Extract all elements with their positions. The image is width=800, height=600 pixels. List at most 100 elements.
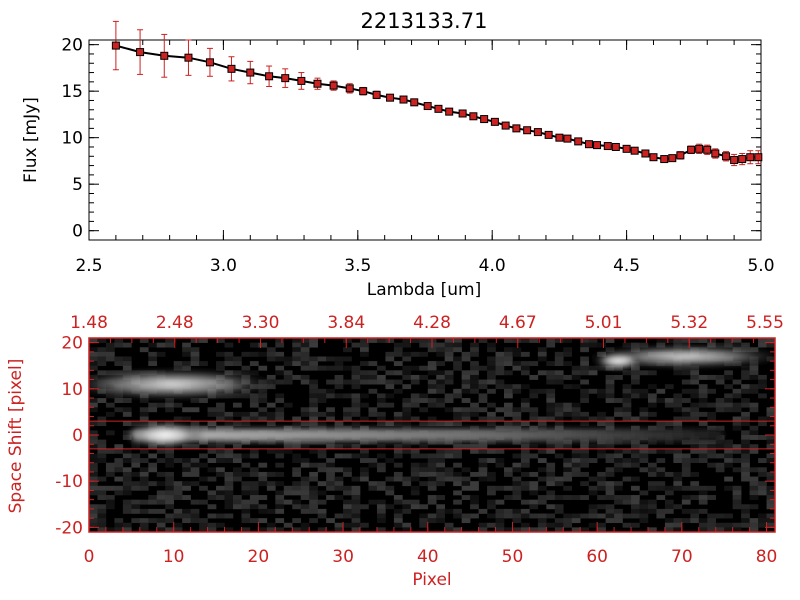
image-pixel bbox=[376, 527, 386, 532]
image-pixel bbox=[495, 508, 505, 514]
image-pixel bbox=[622, 513, 632, 519]
image-pixel bbox=[512, 467, 522, 473]
image-pixel bbox=[681, 499, 691, 505]
image-pixel bbox=[605, 374, 615, 380]
image-pixel bbox=[495, 407, 505, 413]
image-pixel bbox=[707, 374, 717, 380]
image-pixel bbox=[173, 495, 183, 500]
image-pixel bbox=[520, 458, 530, 464]
image-pixel bbox=[343, 453, 352, 459]
image-pixel bbox=[647, 471, 657, 477]
image-pixel bbox=[554, 379, 564, 385]
image-pixel bbox=[351, 444, 361, 450]
image-pixel bbox=[393, 379, 403, 385]
image-pixel bbox=[190, 347, 200, 353]
image-pixel bbox=[664, 448, 674, 454]
image-pixel bbox=[707, 462, 717, 468]
image-pixel bbox=[571, 495, 581, 500]
image-pixel bbox=[249, 411, 259, 417]
image-pixel bbox=[520, 499, 530, 505]
image-pixel bbox=[605, 425, 615, 431]
image-pixel bbox=[360, 374, 369, 380]
image-pixel bbox=[647, 398, 657, 403]
image-pixel bbox=[97, 508, 107, 514]
image-pixel bbox=[512, 439, 522, 445]
image-pixel bbox=[232, 439, 242, 445]
image-pixel bbox=[715, 379, 725, 385]
image-pixel bbox=[605, 388, 615, 394]
image-pixel bbox=[444, 421, 454, 427]
image-pixel bbox=[453, 508, 462, 514]
image-pixel bbox=[216, 361, 225, 367]
image-pixel bbox=[148, 402, 158, 408]
image-pixel bbox=[241, 411, 251, 417]
image-pixel bbox=[546, 481, 556, 487]
image-pixel bbox=[266, 402, 276, 408]
image-pixel bbox=[614, 499, 623, 505]
image-pixel bbox=[385, 356, 395, 362]
image-pixel bbox=[537, 476, 547, 482]
data-point bbox=[184, 53, 193, 62]
image-pixel bbox=[266, 416, 276, 422]
image-pixel bbox=[410, 338, 420, 343]
image-pixel bbox=[681, 411, 691, 417]
image-pixel bbox=[309, 338, 318, 343]
image-pixel bbox=[419, 393, 429, 399]
image-pixel bbox=[495, 365, 505, 371]
image-pixel bbox=[376, 453, 386, 459]
image-pixel bbox=[385, 476, 395, 482]
image-pixel bbox=[326, 393, 335, 399]
image-pixel bbox=[249, 351, 259, 357]
image-pixel bbox=[148, 467, 158, 473]
image-pixel bbox=[453, 513, 462, 519]
image-pixel bbox=[741, 411, 750, 417]
data-point bbox=[544, 130, 553, 139]
image-pixel bbox=[478, 522, 488, 528]
image-pixel bbox=[165, 527, 174, 532]
image-pixel bbox=[300, 374, 310, 380]
image-pixel bbox=[402, 476, 412, 482]
image-pixel bbox=[487, 504, 496, 510]
image-pixel bbox=[436, 370, 445, 376]
image-pixel bbox=[571, 416, 581, 422]
image-pixel bbox=[724, 338, 733, 343]
y-tick-label: 20 bbox=[61, 334, 83, 354]
image-pixel bbox=[334, 481, 344, 487]
image-pixel bbox=[224, 439, 234, 445]
image-pixel bbox=[664, 499, 674, 505]
image-pixel bbox=[639, 407, 649, 413]
image-pixel bbox=[444, 407, 454, 413]
image-pixel bbox=[232, 421, 242, 427]
data-point bbox=[410, 98, 419, 107]
image-pixel bbox=[317, 462, 327, 468]
image-pixel bbox=[224, 453, 234, 459]
image-pixel bbox=[114, 398, 124, 403]
image-pixel bbox=[605, 393, 615, 399]
image-pixel bbox=[427, 499, 437, 505]
image-pixel bbox=[690, 379, 700, 385]
image-pixel bbox=[529, 388, 539, 394]
image-pixel bbox=[89, 435, 98, 440]
image-pixel bbox=[216, 351, 225, 357]
image-pixel bbox=[156, 448, 166, 454]
image-pixel bbox=[631, 425, 640, 431]
image-pixel bbox=[766, 485, 775, 491]
image-pixel bbox=[520, 444, 530, 450]
image-pixel bbox=[546, 462, 556, 468]
data-point bbox=[136, 48, 145, 57]
image-pixel bbox=[554, 411, 564, 417]
image-pixel bbox=[614, 467, 623, 473]
image-pixel bbox=[529, 504, 539, 510]
image-pixel bbox=[258, 462, 268, 468]
image-pixel bbox=[326, 495, 335, 500]
image-pixel bbox=[563, 374, 573, 380]
image-pixel bbox=[148, 481, 158, 487]
image-pixel bbox=[427, 384, 437, 390]
image-pixel bbox=[732, 527, 742, 532]
image-pixel bbox=[199, 338, 208, 343]
image-pixel bbox=[766, 499, 775, 505]
image-pixel bbox=[732, 522, 742, 528]
image-pixel bbox=[673, 448, 683, 454]
image-pixel bbox=[300, 490, 310, 496]
